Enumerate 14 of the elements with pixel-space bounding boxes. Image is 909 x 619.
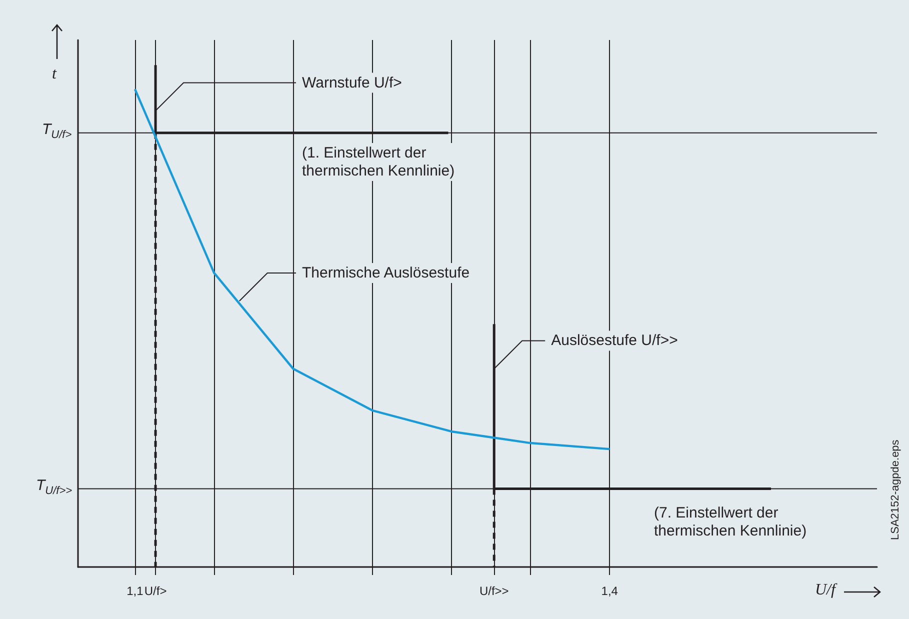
- x-tick-label: 1,4: [601, 584, 618, 598]
- ref-line-label: T$_{U/f>>}$: [36, 477, 72, 500]
- x-tick-label: 1,1: [126, 584, 144, 598]
- x-tick-label: U/f>: [144, 584, 167, 598]
- annotation: (7. Einstellwert der thermischen Kennlinie): [654, 504, 807, 540]
- ref-line-label: T$_{U/f>}$: [42, 121, 72, 144]
- annotation: Warnstufe U/f>: [302, 74, 402, 92]
- x-axis-title: U/f: [815, 582, 838, 598]
- text: LSA2152-agpde.eps: [890, 439, 902, 540]
- x-tick-label: U/f>>: [479, 584, 509, 598]
- y-axis-title: t: [52, 66, 57, 82]
- annotation: Auslösestufe U/f>>: [551, 332, 678, 350]
- annotation: (1. Einstellwert der thermischen Kennlinie): [302, 144, 455, 180]
- annotation: Thermische Auslösestufe: [302, 264, 470, 282]
